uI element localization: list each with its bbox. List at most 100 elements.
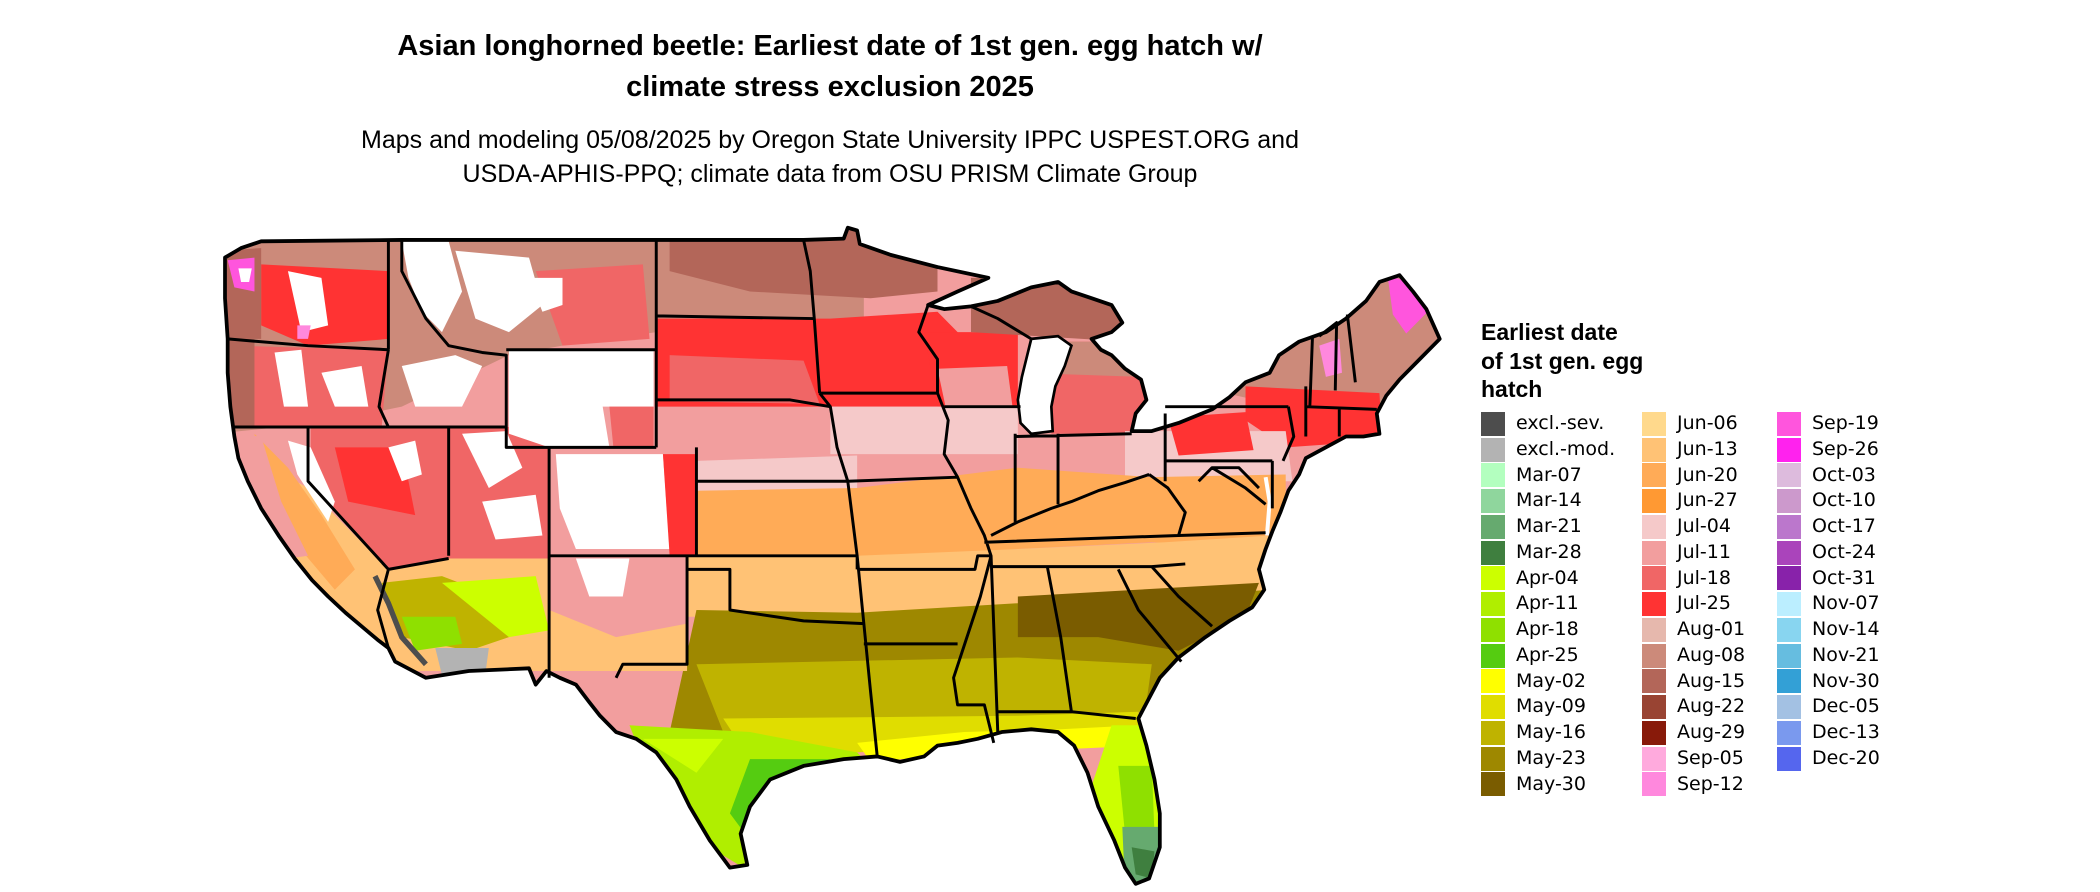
excluded-area xyxy=(455,250,543,333)
legend-label: Dec-05 xyxy=(1812,695,1880,718)
map-region-oregon xyxy=(234,345,389,428)
excluded-area xyxy=(555,454,670,550)
map-subtitle-line: USDA-APHIS-PPQ; climate data from OSU PR… xyxy=(462,160,1198,188)
map-region-kansas-north xyxy=(696,455,858,499)
legend-swatch xyxy=(1642,489,1666,514)
excluded-area xyxy=(529,277,563,312)
legend-swatch xyxy=(1481,437,1505,462)
legend-column: Sep-19 Sep-26 Oct-03 Oct-10 Oct-17 Oct-24 Oct-… xyxy=(1777,411,1880,772)
legend-label: Jun-27 xyxy=(1677,489,1738,512)
legend-swatch xyxy=(1481,746,1505,771)
legend-swatch xyxy=(1777,695,1801,720)
map-title-line: Asian longhorned beetle: Earliest date o… xyxy=(397,30,1263,62)
legend-label: Jul-18 xyxy=(1677,566,1731,589)
legend-label: Nov-21 xyxy=(1812,643,1880,666)
legend-entry: Mar-07 xyxy=(1481,463,1615,489)
map-excluded-areas xyxy=(238,241,670,597)
excluded-area xyxy=(508,349,654,448)
legend-swatch xyxy=(1777,566,1801,591)
map-region-texas-west xyxy=(642,738,724,773)
legend-swatch xyxy=(1642,411,1666,436)
legend-swatch xyxy=(1777,669,1801,694)
legend-entry: Nov-07 xyxy=(1777,591,1880,617)
us-outline xyxy=(223,225,1442,886)
legend-swatch xyxy=(1642,540,1666,565)
map-region-michigan-up xyxy=(970,277,1128,342)
legend-label: Oct-31 xyxy=(1812,566,1876,589)
legend-swatch xyxy=(1642,720,1666,745)
legend-label: Oct-03 xyxy=(1812,463,1876,486)
legend-entry: Sep-12 xyxy=(1642,772,1745,798)
legend-label: Jul-04 xyxy=(1677,515,1731,537)
legend-title-line: Earliest date xyxy=(1481,319,1618,345)
legend-swatch xyxy=(1481,772,1505,797)
legend-swatch xyxy=(1642,746,1666,771)
legend-entry: Aug-01 xyxy=(1642,617,1745,643)
excluded-area xyxy=(482,494,543,540)
excluded-area xyxy=(321,366,369,407)
legend-label: Apr-25 xyxy=(1516,643,1579,666)
legend-entry: Sep-19 xyxy=(1777,411,1880,437)
legend-label: Sep-05 xyxy=(1677,746,1744,769)
lake-michigan xyxy=(1016,334,1074,436)
map-subtitle-line: Maps and modeling 05/08/2025 by Oregon S… xyxy=(361,126,1299,154)
legend-swatch xyxy=(1777,746,1801,771)
excluded-area xyxy=(287,271,329,333)
map-region-oregon-coast xyxy=(225,338,255,428)
legend-entry: May-23 xyxy=(1481,746,1615,772)
map-region-carolinas xyxy=(1017,582,1259,651)
legend-entry: May-09 xyxy=(1481,694,1615,720)
map-region-florida-central xyxy=(1118,765,1155,834)
legend-entry: Aug-15 xyxy=(1642,669,1745,695)
legend-swatch xyxy=(1481,617,1505,642)
excluded-area xyxy=(575,558,630,597)
legend-label: Mar-07 xyxy=(1516,463,1582,486)
legend-label: Dec-13 xyxy=(1812,721,1880,743)
legend-entry: Oct-24 xyxy=(1777,540,1880,566)
map-region-central-valley xyxy=(254,433,355,590)
legend-label: Apr-11 xyxy=(1516,592,1579,615)
legend-swatch xyxy=(1642,643,1666,668)
legend-entry: Apr-18 xyxy=(1481,617,1615,643)
legend-label: Nov-14 xyxy=(1812,618,1880,640)
legend-swatch xyxy=(1777,489,1801,514)
legend-entry: Jun-13 xyxy=(1642,437,1745,463)
legend-label: Aug-22 xyxy=(1677,695,1746,718)
legend-entry: Sep-26 xyxy=(1777,437,1880,463)
legend-entry: Aug-08 xyxy=(1642,643,1745,669)
legend-label: Jun-06 xyxy=(1677,412,1738,434)
legend-title-line: hatch xyxy=(1481,376,1543,402)
legend-label: excl.-sev. xyxy=(1516,412,1605,434)
map-region-central-orange xyxy=(696,467,1286,570)
legend-label: Jun-13 xyxy=(1677,437,1738,460)
legend-swatch xyxy=(1777,411,1801,436)
legend-entry: May-16 xyxy=(1481,720,1615,746)
legend-entry: Dec-20 xyxy=(1777,746,1880,772)
legend-entry: Jul-18 xyxy=(1642,566,1745,592)
legend-swatch xyxy=(1642,695,1666,720)
legend-swatch xyxy=(1777,437,1801,462)
legend-entry: Nov-30 xyxy=(1777,669,1880,695)
legend-label: May-23 xyxy=(1516,746,1586,769)
legend-entry: Nov-14 xyxy=(1777,617,1880,643)
legend-entry: May-02 xyxy=(1481,669,1615,695)
legend-label: Sep-26 xyxy=(1812,437,1879,460)
legend-entry: Jul-11 xyxy=(1642,540,1745,566)
legend-swatch xyxy=(1481,411,1505,436)
map-title: Asian longhorned beetle: Earliest date o… xyxy=(280,26,1380,108)
map-title-line: climate stress exclusion 2025 xyxy=(626,71,1034,103)
legend-entry: Apr-25 xyxy=(1481,643,1615,669)
legend-entry: Apr-04 xyxy=(1481,566,1615,592)
legend-label: Dec-20 xyxy=(1812,746,1880,769)
excluded-area xyxy=(401,355,483,407)
legend-label: Aug-08 xyxy=(1677,643,1746,666)
legend-swatch xyxy=(1777,643,1801,668)
legend-swatch xyxy=(1642,463,1666,488)
map-region-florida-tip xyxy=(1131,847,1155,879)
legend-entry: Sep-05 xyxy=(1642,746,1745,772)
legend-swatch xyxy=(1642,592,1666,617)
map-region-arizona-desert xyxy=(401,616,463,651)
legend-label: May-02 xyxy=(1516,669,1586,692)
excluded-area xyxy=(388,440,422,482)
map-region-iowa-illinois xyxy=(830,406,1018,455)
